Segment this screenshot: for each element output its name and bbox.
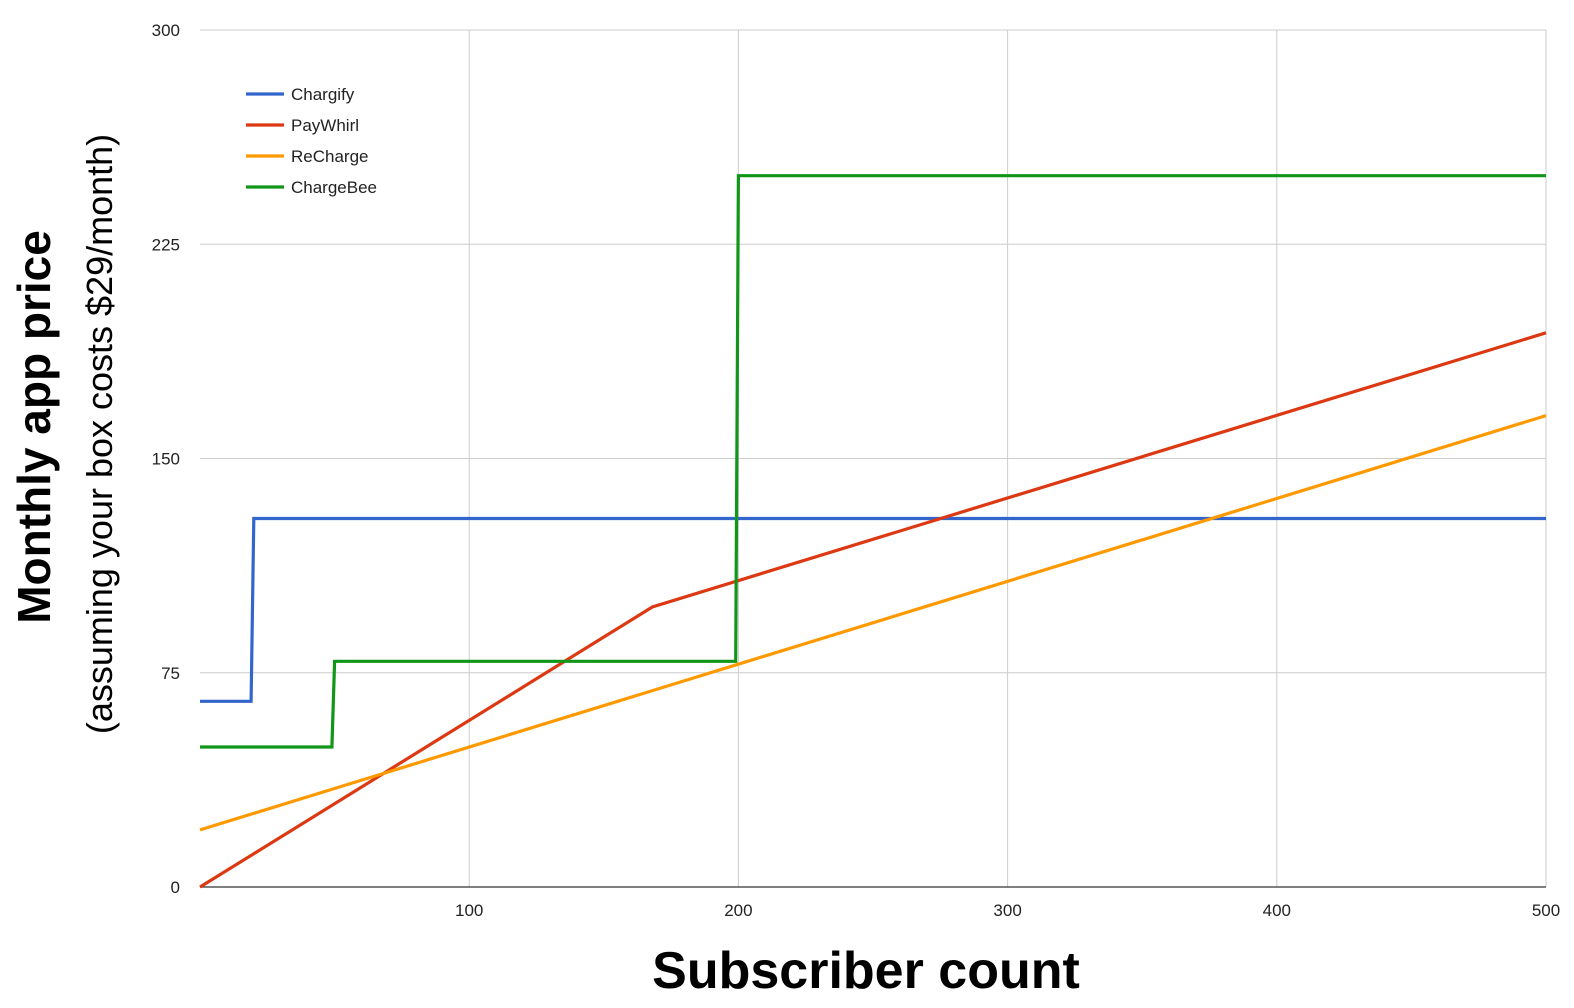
y-tick-label: 0 bbox=[171, 878, 180, 897]
legend-label: ChargeBee bbox=[291, 178, 377, 197]
y-tick-label: 75 bbox=[161, 664, 180, 683]
series-line-recharge bbox=[199, 414, 1547, 832]
series-line-paywhirl bbox=[199, 331, 1547, 889]
x-tick-label: 500 bbox=[1532, 901, 1560, 920]
y-tick-label: 225 bbox=[152, 235, 180, 254]
y-tick-label: 150 bbox=[152, 450, 180, 469]
legend: Chargify PayWhirl ReCharge ChargeBee bbox=[246, 85, 377, 197]
x-tick-label: 200 bbox=[724, 901, 752, 920]
x-tick-label: 100 bbox=[455, 901, 483, 920]
series-lines bbox=[199, 174, 1547, 889]
series-line-chargebee bbox=[200, 174, 1546, 749]
legend-item-chargebee: ChargeBee bbox=[246, 178, 377, 197]
legend-item-chargify: Chargify bbox=[246, 85, 355, 104]
series-line-chargify bbox=[200, 516, 1546, 703]
x-tick-label: 400 bbox=[1263, 901, 1291, 920]
legend-label: Chargify bbox=[291, 85, 355, 104]
tick-labels: 0 75 150 225 300 100 200 300 400 500 bbox=[152, 21, 1561, 920]
legend-item-recharge: ReCharge bbox=[246, 147, 369, 166]
y-axis-label: Monthly app price bbox=[8, 230, 60, 624]
legend-label: ReCharge bbox=[291, 147, 369, 166]
y-tick-label: 300 bbox=[152, 21, 180, 40]
y-axis-sublabel: (assuming your box costs $29/month) bbox=[79, 134, 120, 734]
x-axis-label: Subscriber count bbox=[652, 942, 1080, 1000]
legend-item-paywhirl: PayWhirl bbox=[246, 116, 359, 135]
x-tick-label: 300 bbox=[993, 901, 1021, 920]
legend-label: PayWhirl bbox=[291, 116, 359, 135]
gridlines bbox=[200, 29, 1547, 887]
